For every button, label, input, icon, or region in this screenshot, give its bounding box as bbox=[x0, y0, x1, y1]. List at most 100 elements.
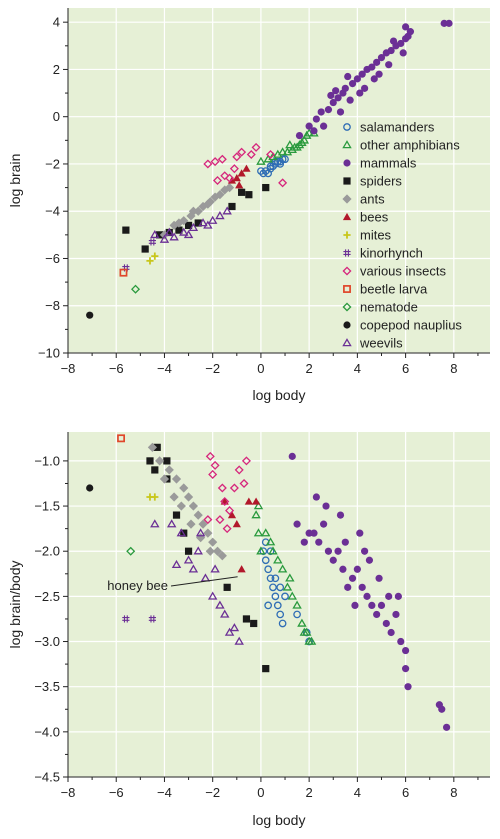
y-tick-label: −4.5 bbox=[34, 770, 60, 785]
data-point bbox=[169, 492, 179, 502]
series-nematode bbox=[131, 284, 141, 294]
legend-item: salamanders bbox=[343, 120, 435, 135]
legend-marker bbox=[343, 123, 351, 131]
data-point bbox=[344, 583, 352, 591]
data-point bbox=[225, 506, 235, 516]
data-point bbox=[365, 556, 374, 564]
data-point bbox=[131, 284, 141, 294]
data-point bbox=[234, 636, 244, 645]
data-point bbox=[198, 519, 208, 529]
data-point bbox=[208, 537, 218, 547]
legend-label: spiders bbox=[360, 174, 402, 189]
data-point bbox=[141, 245, 149, 253]
data-point bbox=[281, 155, 289, 164]
data-point bbox=[203, 199, 213, 209]
y-tick-label: 4 bbox=[53, 15, 60, 30]
legend-item: weevils bbox=[342, 336, 403, 351]
data-point bbox=[224, 182, 235, 193]
data-point bbox=[310, 127, 318, 135]
data-point bbox=[232, 152, 242, 162]
data-point bbox=[358, 70, 366, 78]
data-point bbox=[150, 229, 160, 239]
data-point bbox=[261, 528, 271, 537]
data-point bbox=[175, 226, 183, 234]
data-point bbox=[305, 122, 313, 130]
data-point bbox=[363, 592, 371, 600]
data-point bbox=[229, 623, 240, 632]
data-point bbox=[165, 228, 173, 237]
data-point bbox=[266, 162, 275, 171]
top-plot-area bbox=[68, 8, 490, 353]
data-point bbox=[117, 434, 126, 443]
data-point bbox=[264, 565, 272, 574]
data-point bbox=[281, 592, 289, 601]
data-point bbox=[266, 149, 276, 160]
x-tick-label: −2 bbox=[205, 785, 220, 800]
data-point bbox=[172, 511, 181, 519]
legend-marker bbox=[343, 321, 351, 329]
x-tick-label: 0 bbox=[257, 361, 264, 376]
data-point bbox=[198, 218, 208, 227]
data-point bbox=[293, 520, 301, 528]
data-point bbox=[377, 54, 386, 62]
data-point bbox=[227, 510, 237, 519]
data-point bbox=[205, 451, 215, 461]
legend-label: ants bbox=[360, 192, 385, 207]
y-tick-label: −4.0 bbox=[34, 724, 60, 739]
legend-marker bbox=[342, 212, 352, 221]
series-copepod-nauplius bbox=[86, 484, 94, 492]
legend-label: weevils bbox=[359, 336, 403, 351]
top-y-axis-label: log brain bbox=[7, 154, 23, 208]
legend-marker bbox=[342, 140, 352, 149]
x-tick-label: −8 bbox=[61, 785, 76, 800]
legend-label: bees bbox=[360, 210, 389, 225]
data-point bbox=[361, 547, 369, 555]
data-point bbox=[210, 157, 220, 167]
series-various-insects bbox=[203, 451, 251, 534]
data-point bbox=[339, 565, 347, 573]
legend-label: kinorhynch bbox=[360, 246, 423, 261]
data-point bbox=[153, 443, 161, 451]
y-tick-label: 0 bbox=[53, 109, 60, 124]
data-point bbox=[122, 615, 130, 623]
data-point bbox=[329, 98, 337, 107]
series-various-insects bbox=[203, 142, 288, 188]
data-point bbox=[193, 546, 203, 555]
y-tick-label: −6 bbox=[45, 251, 60, 266]
legend-marker bbox=[343, 285, 351, 293]
data-point bbox=[293, 610, 301, 619]
data-point bbox=[336, 108, 345, 116]
data-point bbox=[186, 519, 196, 529]
data-point bbox=[368, 63, 376, 71]
data-point bbox=[294, 140, 305, 149]
legend-marker bbox=[342, 266, 352, 276]
data-point bbox=[397, 39, 405, 48]
data-point bbox=[312, 493, 320, 501]
bottom-plot-area bbox=[68, 432, 490, 777]
bottom-panel: −8 −6 −4 −2 0 2 4 6 8 −4.5 −4.0 −3.5 −3.0 −2.5 −2.0 −1.… bbox=[7, 432, 490, 828]
data-point bbox=[220, 609, 230, 618]
data-point bbox=[251, 510, 261, 519]
data-point bbox=[164, 227, 175, 236]
series-nematode bbox=[126, 546, 136, 556]
data-point bbox=[375, 70, 383, 78]
x-tick-label: 4 bbox=[354, 361, 361, 376]
data-point bbox=[261, 556, 270, 565]
data-point bbox=[268, 546, 278, 555]
legend-label: copepod nauplius bbox=[360, 318, 462, 333]
data-point bbox=[377, 601, 386, 610]
data-point bbox=[382, 619, 390, 628]
data-point bbox=[228, 202, 236, 211]
data-point bbox=[317, 108, 325, 116]
data-point bbox=[406, 28, 415, 36]
data-point bbox=[373, 58, 381, 66]
data-point bbox=[259, 169, 268, 178]
data-point bbox=[150, 519, 160, 528]
data-point bbox=[159, 474, 170, 484]
data-point bbox=[188, 564, 199, 573]
data-point bbox=[146, 257, 154, 265]
data-point bbox=[282, 582, 293, 591]
series-weevils bbox=[150, 206, 232, 243]
data-point bbox=[264, 169, 272, 178]
legend-marker bbox=[342, 194, 352, 204]
